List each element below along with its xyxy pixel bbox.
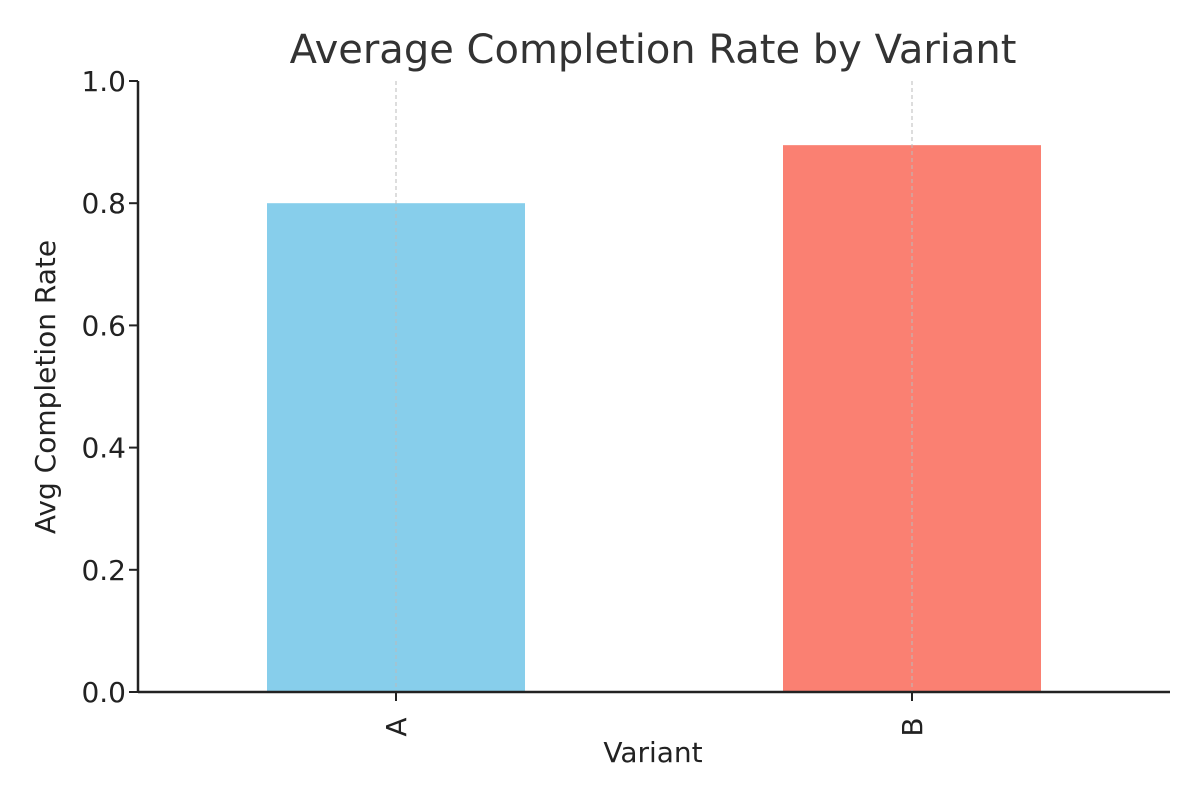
y-tick-label-0: 0.0 (81, 676, 126, 709)
x-tick-label-b: B (896, 717, 929, 736)
y-tick-label-4: 0.8 (81, 187, 126, 220)
y-tick-label-2: 0.4 (81, 432, 126, 465)
x-axis-label: Variant (603, 736, 702, 769)
y-tick-label-1: 0.2 (81, 554, 126, 587)
y-ticks: 0.0 0.2 0.4 0.6 0.8 1.0 (81, 65, 138, 709)
y-tick-label-3: 0.6 (81, 309, 126, 342)
chart-title: Average Completion Rate by Variant (290, 27, 1017, 73)
y-axis-label: Avg Completion Rate (29, 240, 62, 534)
x-grid-lines (395, 81, 913, 692)
bars (267, 145, 1041, 692)
x-tick-label-a: A (380, 717, 413, 736)
y-tick-label-5: 1.0 (81, 65, 126, 98)
